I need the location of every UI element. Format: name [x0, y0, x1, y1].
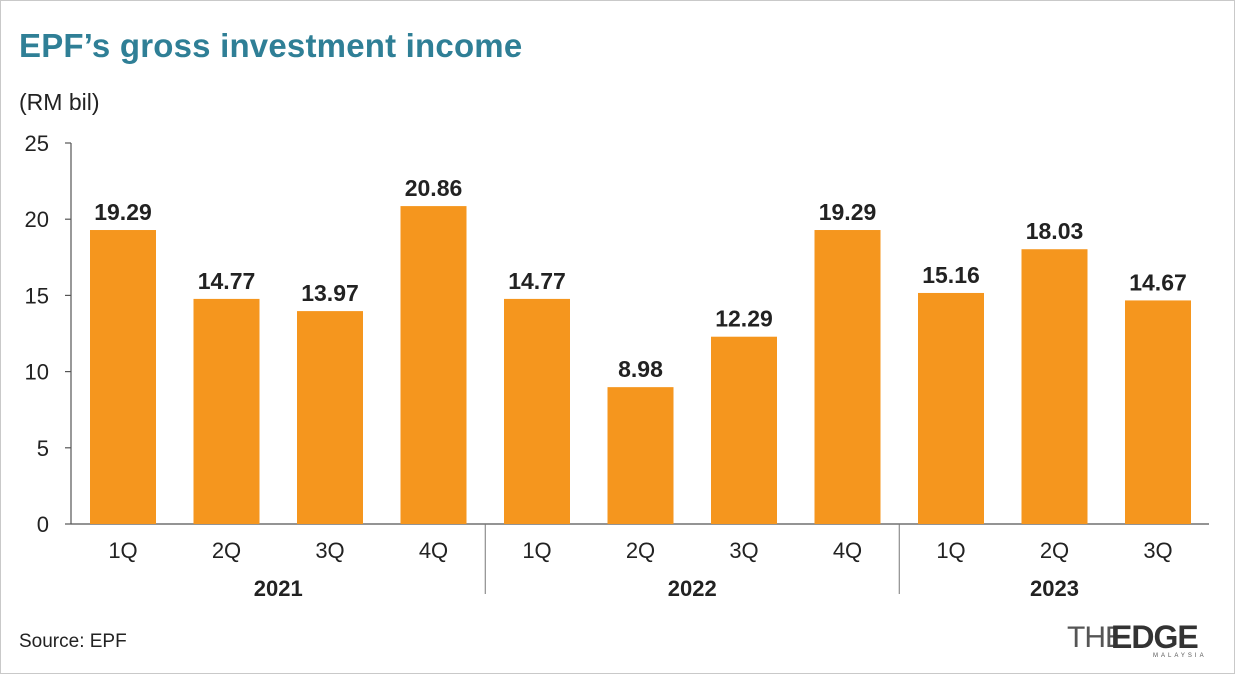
bar-value-label: 14.67: [1129, 269, 1187, 295]
x-category-label: 4Q: [833, 538, 862, 563]
x-category-label: 3Q: [1143, 538, 1172, 563]
bar-value-label: 12.29: [715, 306, 773, 332]
logo-country-text: MALAYSIA: [1153, 653, 1207, 659]
year-group-label: 2023: [1030, 576, 1079, 601]
chart-title: EPF’s gross investment income: [19, 27, 523, 64]
bar: [1125, 300, 1191, 524]
bar: [400, 206, 467, 524]
x-category-label: 1Q: [936, 538, 965, 563]
x-category-label: 3Q: [315, 538, 344, 563]
y-tick-label: 25: [25, 131, 49, 156]
bar-value-label: 15.16: [922, 262, 980, 288]
bar: [607, 387, 674, 524]
logo-the-text: THE: [1067, 621, 1125, 654]
y-tick-label: 20: [25, 207, 49, 232]
bar: [814, 230, 881, 525]
x-category-label: 2Q: [1040, 538, 1069, 563]
bar-value-label: 19.29: [94, 199, 152, 225]
bar: [504, 298, 570, 524]
source-note: Source: EPF: [19, 631, 127, 652]
y-tick-label: 15: [25, 283, 49, 308]
bar-value-label: 14.77: [508, 268, 566, 294]
x-category-label: 3Q: [729, 538, 758, 563]
x-category-label: 2Q: [212, 538, 241, 563]
bar: [1021, 249, 1088, 525]
x-category-label: 4Q: [419, 538, 448, 563]
bar-value-label: 18.03: [1026, 218, 1084, 244]
x-category-label: 2Q: [626, 538, 655, 563]
logo-edge-text: EDGE: [1111, 619, 1199, 655]
x-category-label: 1Q: [108, 538, 137, 563]
bar-value-label: 8.98: [618, 356, 663, 382]
y-tick-label: 0: [37, 512, 49, 537]
y-tick-label: 10: [25, 360, 49, 385]
year-group-label: 2021: [254, 576, 303, 601]
bar: [297, 311, 363, 524]
y-tick-label: 5: [37, 436, 49, 461]
bar-value-label: 19.29: [819, 199, 877, 225]
bar: [193, 298, 260, 524]
bar: [90, 230, 156, 525]
bar-value-label: 14.77: [198, 268, 256, 294]
year-group-label: 2022: [668, 576, 717, 601]
bar-value-label: 20.86: [405, 175, 463, 201]
unit-label: (RM bil): [19, 89, 100, 115]
bar: [711, 336, 777, 524]
bar-value-label: 13.97: [301, 280, 359, 306]
the-edge-logo: THE EDGE MALAYSIA: [1067, 619, 1227, 663]
x-category-label: 1Q: [522, 538, 551, 563]
bar: [918, 292, 984, 524]
